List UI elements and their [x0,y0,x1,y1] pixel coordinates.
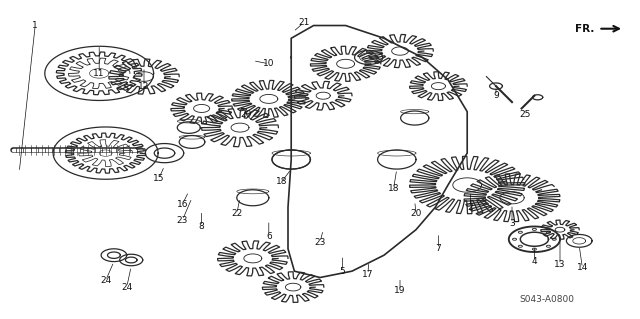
Text: 15: 15 [153,174,164,183]
Text: S043-A0800: S043-A0800 [520,295,575,304]
Text: 21: 21 [298,18,310,27]
Text: 4: 4 [532,257,537,266]
Text: 18: 18 [388,184,399,193]
Text: 5: 5 [340,267,345,276]
Text: 2: 2 [468,203,473,212]
Text: 19: 19 [394,286,406,295]
Text: 9: 9 [493,91,499,100]
Text: 12: 12 [138,82,150,91]
Text: 23: 23 [314,238,326,247]
Text: 14: 14 [577,263,588,272]
Text: 17: 17 [362,270,374,279]
Text: 8: 8 [199,222,204,231]
Text: 1: 1 [33,21,38,30]
Text: 16: 16 [177,200,188,209]
Text: 11: 11 [93,69,105,78]
Text: 3: 3 [509,219,515,228]
Text: 25: 25 [519,110,531,119]
Text: 20: 20 [241,110,252,119]
Text: 24: 24 [100,276,111,285]
Text: 6: 6 [266,232,271,241]
Text: 10: 10 [263,59,275,68]
Text: 24: 24 [121,283,132,292]
Text: 13: 13 [554,260,566,269]
Text: 18: 18 [276,177,287,186]
Text: 23: 23 [177,216,188,225]
Text: 20: 20 [410,209,422,218]
Text: FR.: FR. [575,24,594,34]
Text: 7: 7 [436,244,441,253]
Text: 22: 22 [231,209,243,218]
